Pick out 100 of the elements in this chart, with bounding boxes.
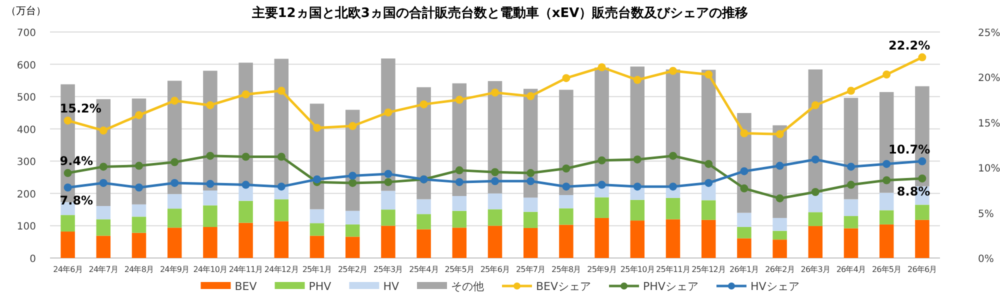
point [135,183,143,192]
x-tick-label: 26年4月 [836,265,866,274]
point [242,90,250,98]
bar [274,199,289,222]
point [526,177,535,186]
x-tick-label: 25年12月 [692,265,726,274]
point [633,155,642,164]
legend-label: BEVシェア [536,280,592,293]
point [633,182,642,191]
bar [60,215,75,232]
point [491,177,499,186]
bar [203,205,218,228]
bar [310,223,324,236]
bar [559,208,574,225]
point [455,178,464,186]
point [811,101,820,110]
point [348,178,357,187]
point [135,162,143,170]
y2-tick-label: 10% [978,164,1000,175]
point [455,166,464,174]
point [704,70,713,78]
y-tick-label: 600 [16,60,36,72]
point [64,169,72,178]
bar [666,198,680,220]
bar [559,90,574,196]
bar [666,219,680,258]
bar [701,200,716,220]
point [64,183,72,192]
point [562,164,570,173]
bar [559,195,574,208]
bar [879,210,894,224]
bar [772,230,787,240]
legend-label: HV [383,280,400,293]
x-tick-label: 25年2月 [338,265,368,274]
bar [345,236,360,258]
data-label: 15.2% [60,102,102,116]
y-tick-label: 200 [16,189,36,200]
point [526,92,535,100]
point [277,152,286,161]
bar [630,200,645,221]
point [384,178,392,186]
bar [808,212,823,226]
point [776,162,784,170]
point [776,130,784,138]
bar [594,218,609,258]
x-tick-label: 24年10月 [193,265,228,274]
point [918,53,926,62]
x-tick-label: 25年1月 [302,265,332,274]
bar [96,219,111,236]
x-tick-label: 26年3月 [800,265,830,274]
point [633,76,642,84]
bar [594,68,609,186]
x-tick-label: 25年10月 [620,265,654,274]
bar [452,210,467,228]
bar [488,193,502,210]
point [135,111,143,120]
bar [737,227,752,238]
point [669,182,677,191]
point [170,158,179,166]
bar [452,196,467,211]
x-tick-label: 25年6月 [480,265,510,274]
bar [416,87,431,200]
bar [203,227,218,258]
bar [132,204,146,217]
y-tick-label: 100 [16,222,36,233]
point [847,162,855,171]
bar [381,226,396,258]
point [348,172,357,180]
bar [488,226,502,258]
bar [523,212,538,228]
bar [167,228,182,258]
bar [844,98,858,200]
bar [381,190,396,210]
x-tick-label: 24年11月 [228,265,263,274]
point [669,152,677,160]
x-tick-label: 25年3月 [374,265,403,274]
point [740,167,748,176]
bar [630,220,645,258]
x-tick-label: 25年7月 [516,265,546,274]
bar [844,216,858,228]
x-tick-label: 25年11月 [656,265,690,274]
bar [737,238,752,258]
bar [737,212,752,228]
point [918,157,926,166]
y2-tick-label: 20% [978,73,1000,84]
y-tick-label: 700 [16,28,36,39]
point [740,184,748,192]
legend-label: その他 [451,280,484,293]
point [348,122,357,130]
point [455,96,464,104]
data-label: 10.7% [888,142,930,156]
point [562,182,570,191]
x-tick-label: 24年9月 [160,265,190,274]
data-label: 9.4% [60,154,94,168]
x-tick-label: 25年9月 [587,265,616,274]
data-label: 7.8% [60,193,94,208]
point [882,70,891,78]
bar [666,69,680,186]
point [882,160,891,168]
point [277,182,286,191]
